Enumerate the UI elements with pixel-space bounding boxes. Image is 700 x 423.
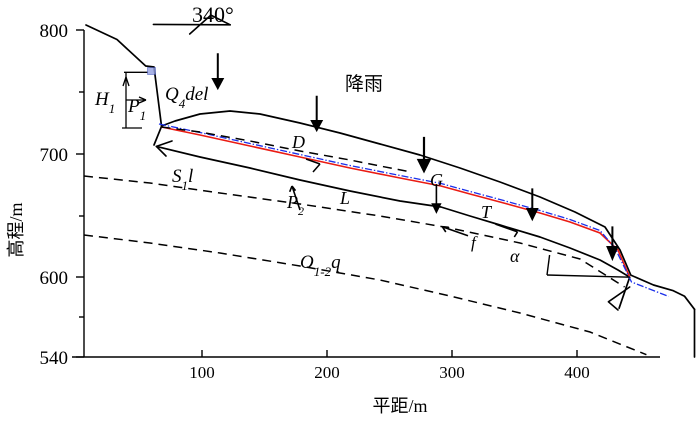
svg-text:600: 600 — [40, 268, 69, 289]
svg-text:400: 400 — [564, 363, 590, 382]
svg-text:平距/m: 平距/m — [372, 396, 427, 416]
svg-text:降雨: 降雨 — [345, 73, 383, 95]
svg-text:L: L — [339, 188, 350, 208]
svg-text:300: 300 — [439, 363, 465, 382]
svg-text:D: D — [291, 132, 305, 152]
svg-text:200: 200 — [314, 363, 340, 382]
svg-text:α: α — [510, 246, 520, 266]
svg-text:高程/m: 高程/m — [6, 202, 26, 257]
svg-text:800: 800 — [40, 21, 69, 42]
svg-text:700: 700 — [40, 145, 69, 166]
svg-text:100: 100 — [189, 363, 215, 382]
svg-text:540: 540 — [40, 348, 69, 369]
